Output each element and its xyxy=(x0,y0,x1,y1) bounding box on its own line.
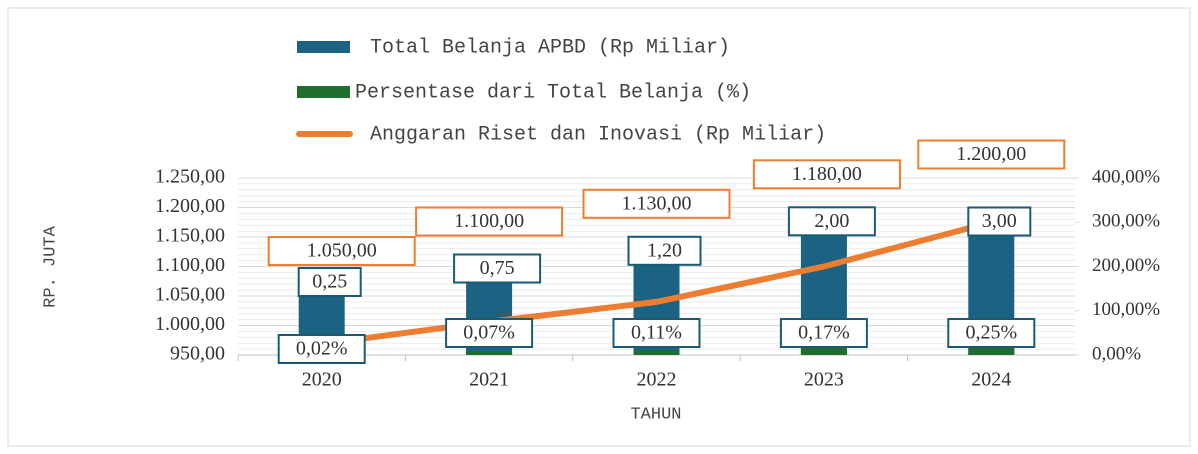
data-label-box xyxy=(453,253,542,284)
data-label-box xyxy=(779,318,868,348)
data-label: 3,00 xyxy=(982,210,1017,232)
data-label: 0,75 xyxy=(480,257,515,279)
data-label-box xyxy=(612,318,701,348)
legend-swatch xyxy=(297,86,350,98)
bar xyxy=(633,350,680,355)
data-label-box xyxy=(267,236,416,266)
data-label: 0,02% xyxy=(296,338,348,360)
x-axis-title: TAHUN xyxy=(630,405,681,424)
x-tick-label: 2024 xyxy=(971,369,1011,391)
data-label: 0,25 xyxy=(312,271,347,293)
x-tick-label: 2020 xyxy=(302,369,342,391)
bar xyxy=(800,347,847,355)
data-label-box xyxy=(415,206,564,237)
data-label-box xyxy=(967,206,1032,237)
data-label-box xyxy=(627,235,702,266)
x-tick-label: 2021 xyxy=(469,369,509,391)
data-label: 2,00 xyxy=(814,210,849,232)
bar xyxy=(466,351,513,355)
data-label: 1.180,00 xyxy=(792,163,862,185)
data-label-box xyxy=(947,318,1036,348)
y2-tick-label: 0,00% xyxy=(1092,343,1141,364)
data-label: 0,17% xyxy=(798,322,850,344)
data-label-box xyxy=(787,206,876,237)
y-tick-label: 1.200,00 xyxy=(155,195,225,217)
data-label: 1.100,00 xyxy=(454,210,524,232)
data-label-box xyxy=(445,318,534,348)
legend-swatch xyxy=(297,41,350,53)
data-label: 0,07% xyxy=(463,322,515,344)
y2-tick-label: 200,00% xyxy=(1092,255,1160,276)
y-tick-label: 950,00 xyxy=(170,343,225,365)
y2-tick-label: 300,00% xyxy=(1092,211,1160,232)
data-label-box xyxy=(277,334,366,364)
data-label-box xyxy=(582,188,731,219)
data-label: 1.130,00 xyxy=(622,192,692,214)
legend-label: Anggaran Riset dan Inovasi (Rp Miliar) xyxy=(370,123,826,146)
legend-label: Persentase dari Total Belanja (%) xyxy=(355,81,751,104)
data-label: 1,20 xyxy=(647,239,682,261)
x-tick-label: 2022 xyxy=(637,369,677,391)
y2-tick-label: 100,00% xyxy=(1092,299,1160,320)
line xyxy=(318,219,995,347)
data-label-box xyxy=(752,159,901,190)
y-tick-label: 1.000,00 xyxy=(155,313,225,335)
legend-label: Total Belanja APBD (Rp Miliar) xyxy=(370,36,730,59)
y2-tick-label: 400,00% xyxy=(1092,166,1160,187)
y-tick-label: 1.050,00 xyxy=(155,284,225,306)
x-tick-label: 2023 xyxy=(804,369,844,391)
y-tick-label: 1.150,00 xyxy=(155,225,225,247)
y-tick-label: 1.250,00 xyxy=(155,166,225,188)
data-label: 0,11% xyxy=(631,322,682,344)
data-label: 1.200,00 xyxy=(956,143,1026,165)
data-label: 1.050,00 xyxy=(307,240,377,262)
data-label-box xyxy=(297,267,362,297)
data-label-box xyxy=(917,139,1066,170)
y-axis-title: RP. JUTA xyxy=(41,225,60,307)
bar xyxy=(968,343,1015,355)
data-label: 0,25% xyxy=(965,322,1017,344)
y-tick-label: 1.100,00 xyxy=(155,254,225,276)
